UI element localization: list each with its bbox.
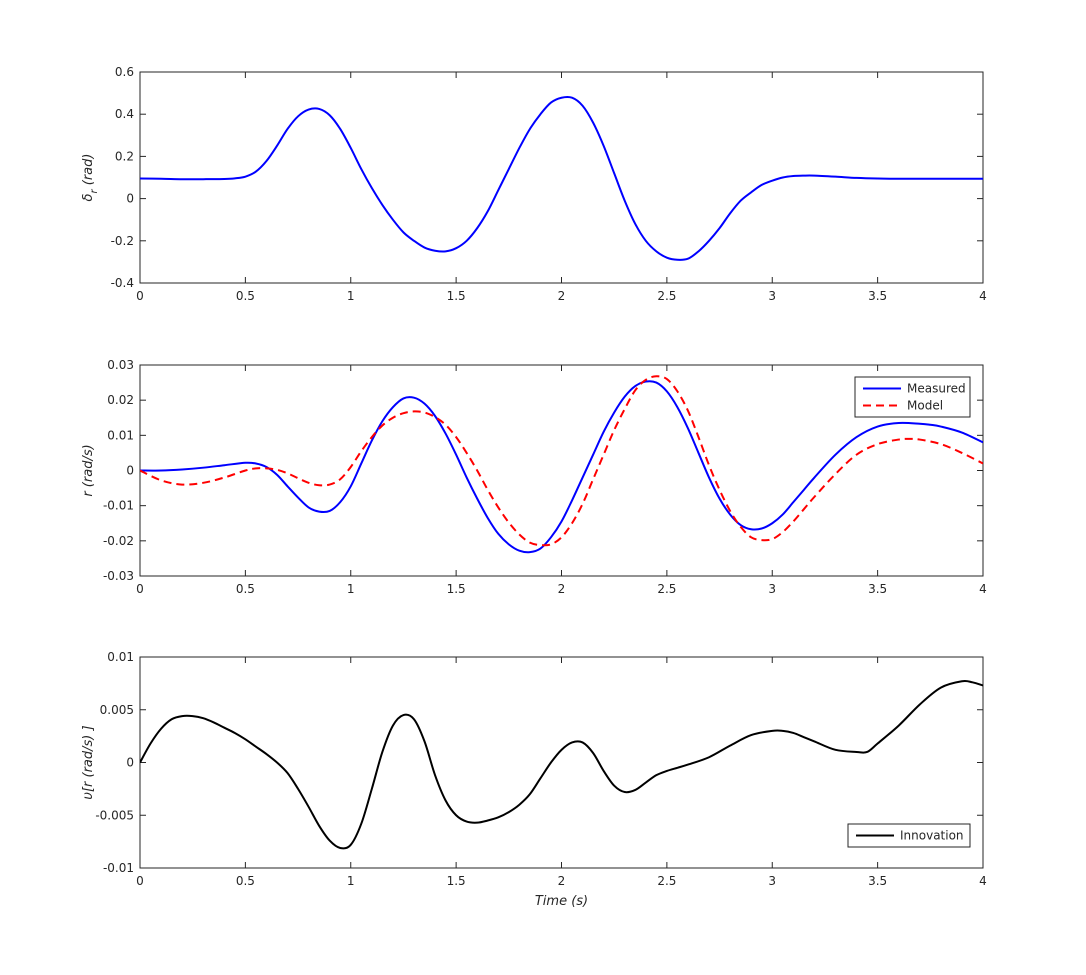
y-tick-label: -0.01 — [103, 861, 134, 875]
y-tick-label: -0.02 — [103, 534, 134, 548]
y-tick-label: 0.005 — [100, 703, 134, 717]
x-tick-label: 0.5 — [236, 289, 255, 303]
x-tick-label: 1.5 — [447, 582, 466, 596]
y-tick-label: 0.2 — [115, 149, 134, 163]
x-tick-label: 2 — [558, 874, 566, 888]
legend-box — [847, 823, 971, 848]
x-tick-label: 0.5 — [236, 874, 255, 888]
x-tick-label: 3 — [768, 582, 776, 596]
x-tick-label: 1 — [347, 874, 355, 888]
y-tick-label: 0.01 — [107, 428, 134, 442]
y-tick-label: 0.6 — [115, 65, 134, 79]
x-tick-label: 1 — [347, 582, 355, 596]
y-tick-label: 0 — [126, 756, 134, 770]
y-tick-label: -0.4 — [111, 276, 134, 290]
y-tick-label: -0.005 — [95, 808, 134, 822]
x-tick-label: 3 — [768, 874, 776, 888]
axes-delta-r: 0 0.5 1 1.5 2 2.5 3 3.5 4 -0.4 -0.2 0 0.2 0.4 0.6 δr (r… — [81, 65, 987, 303]
series-line-measured — [140, 380, 983, 554]
legend-label: Measured — [907, 382, 966, 396]
axes-yaw-rate: 0 0.5 1 1.5 2 2.5 3 3.5 4 -0.03 -0.02 -0.01 0 0.01 0.0… — [81, 358, 987, 596]
series-line-model — [140, 375, 983, 547]
y-tick-label: -0.2 — [111, 234, 134, 248]
x-tick-label: 1.5 — [447, 289, 466, 303]
x-tick-label: 2.5 — [657, 289, 676, 303]
axes-innovation: 0 0.5 1 1.5 2 2.5 3 3.5 4 -0.01 -0.005 0 0.005 0.01 υ[… — [81, 650, 987, 909]
series-line-series-0 — [140, 95, 983, 261]
x-axis-label: Time (s) — [535, 894, 588, 909]
y-tick-label: -0.03 — [103, 569, 134, 583]
x-tick-label: 2 — [558, 582, 566, 596]
y-tick-label: 0 — [126, 464, 134, 478]
x-tick-label: 0 — [136, 874, 144, 888]
x-tick-label: 0 — [136, 289, 144, 303]
x-tick-label: 0 — [136, 582, 144, 596]
x-tick-label: 4 — [979, 289, 987, 303]
x-tick-label: 3 — [768, 289, 776, 303]
x-tick-label: 4 — [979, 874, 987, 888]
y-tick-label: 0.4 — [115, 107, 134, 121]
x-tick-label: 2 — [558, 289, 566, 303]
x-tick-label: 1.5 — [447, 874, 466, 888]
y-tick-label: 0.03 — [107, 358, 134, 372]
y-tick-label: -0.01 — [103, 499, 134, 513]
x-tick-label: 2.5 — [657, 874, 676, 888]
y-axis-label: r (rad/s) — [81, 444, 96, 496]
legend-label: Innovation — [900, 829, 964, 843]
y-axis-label: υ[r (rad/s) ] — [81, 725, 96, 799]
y-tick-label: 0.01 — [107, 650, 134, 664]
legend-box — [854, 376, 971, 418]
axes-frame — [139, 656, 984, 869]
y-tick-label: 0.02 — [107, 393, 134, 407]
x-tick-label: 0.5 — [236, 582, 255, 596]
x-tick-label: 3.5 — [868, 289, 887, 303]
x-tick-label: 4 — [979, 582, 987, 596]
legend-label: Model — [907, 399, 943, 413]
x-tick-label: 2.5 — [657, 582, 676, 596]
x-tick-label: 3.5 — [868, 874, 887, 888]
y-tick-label: 0 — [126, 192, 134, 206]
x-tick-label: 1 — [347, 289, 355, 303]
series-line-innovation — [140, 679, 983, 850]
x-tick-label: 3.5 — [868, 582, 887, 596]
y-axis-label: δr (rad) — [81, 154, 100, 202]
